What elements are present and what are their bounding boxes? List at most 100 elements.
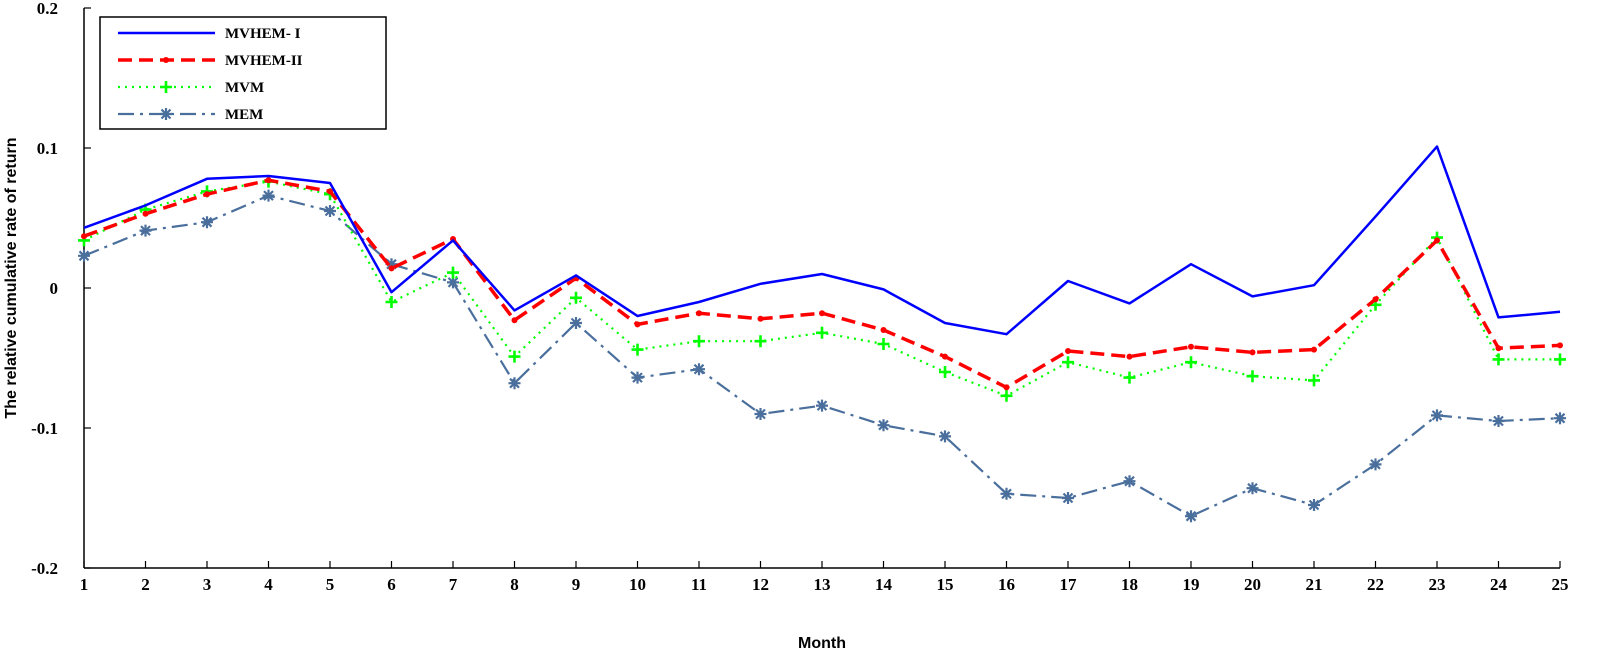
data-point xyxy=(265,177,272,184)
data-point xyxy=(1188,343,1194,350)
data-point xyxy=(631,371,644,384)
data-point xyxy=(696,310,702,317)
series-3 xyxy=(78,175,1566,402)
data-point xyxy=(385,258,398,271)
legend: MVHEM- I MVHEM-II MVM MEM xyxy=(99,16,387,130)
series-line xyxy=(83,178,1561,390)
data-point xyxy=(139,224,152,237)
x-tick-label: 24 xyxy=(1490,575,1508,594)
x-tick-label: 7 xyxy=(449,575,458,594)
data-point xyxy=(634,321,641,328)
x-tick-label: 16 xyxy=(998,575,1015,594)
data-point xyxy=(1492,415,1505,427)
data-point xyxy=(447,266,459,279)
data-point xyxy=(1492,353,1505,366)
data-point xyxy=(447,276,459,289)
data-point xyxy=(816,399,828,412)
data-point xyxy=(880,327,887,333)
x-tick-label: 6 xyxy=(387,575,396,594)
data-point xyxy=(160,81,172,93)
x-tick-label: 22 xyxy=(1367,575,1384,594)
data-point xyxy=(1495,345,1502,352)
x-tick-label: 2 xyxy=(141,575,150,594)
data-point xyxy=(262,189,275,202)
x-tick-label: 12 xyxy=(752,575,769,594)
legend-box xyxy=(99,16,387,130)
data-point xyxy=(939,430,951,443)
data-point xyxy=(1000,389,1013,402)
data-point xyxy=(877,338,890,350)
data-point xyxy=(877,419,890,432)
x-tick-label: 14 xyxy=(875,575,893,594)
x-tick-label: 21 xyxy=(1306,575,1323,594)
x-tick-label: 1 xyxy=(80,575,89,594)
data-point xyxy=(385,296,398,308)
legend-label: MVHEM- I xyxy=(225,26,301,42)
x-tick-label: 3 xyxy=(203,575,212,594)
x-tick-label: 10 xyxy=(629,575,646,594)
data-point xyxy=(1557,342,1563,349)
data-point xyxy=(1311,346,1317,353)
data-point xyxy=(816,326,828,339)
data-point xyxy=(942,353,948,360)
x-tick-label: 23 xyxy=(1429,575,1446,594)
data-point xyxy=(1126,353,1133,360)
x-tick-label: 25 xyxy=(1552,575,1569,594)
data-point xyxy=(1372,296,1379,303)
data-point xyxy=(1003,384,1010,391)
x-tick-label: 19 xyxy=(1183,575,1200,594)
data-point xyxy=(1554,412,1566,425)
data-point xyxy=(1369,458,1382,471)
data-point xyxy=(631,343,644,356)
data-point xyxy=(204,191,210,198)
series-4 xyxy=(78,189,1566,523)
x-tick-label: 4 xyxy=(264,575,273,594)
data-point xyxy=(1000,487,1013,500)
data-point xyxy=(388,265,395,272)
data-point xyxy=(1246,370,1259,383)
data-point xyxy=(163,57,169,63)
data-point xyxy=(570,317,582,329)
series-line xyxy=(83,194,1561,518)
y-axis-title: The relative cumulative rate of return xyxy=(3,138,20,419)
data-point xyxy=(693,363,705,376)
data-point xyxy=(693,335,705,348)
x-tick-label: 20 xyxy=(1244,575,1261,594)
y-tick-label: -0.1 xyxy=(31,419,58,438)
data-point xyxy=(1062,356,1074,369)
data-point xyxy=(1308,374,1320,387)
data-point xyxy=(1434,237,1440,244)
x-tick-label: 13 xyxy=(814,575,831,594)
data-point xyxy=(511,317,518,324)
x-tick-label: 8 xyxy=(510,575,519,594)
series-1 xyxy=(83,145,1561,336)
data-point xyxy=(757,315,764,322)
data-point xyxy=(754,335,767,348)
legend-label: MEM xyxy=(225,107,263,123)
data-point xyxy=(1123,475,1136,488)
data-point xyxy=(78,249,90,262)
data-point xyxy=(1308,499,1320,511)
ticks-layer: 1 2 3 4 5 6 7 8 9 10 11 12 13 14 15 16 17 18 19 20 21 22 23 24 2… xyxy=(31,0,1568,594)
data-point xyxy=(160,108,172,120)
legend-label: MVM xyxy=(225,80,264,96)
data-point xyxy=(508,377,521,390)
series-line xyxy=(83,180,1560,397)
data-point xyxy=(570,291,582,304)
legend-label: MVHEM-II xyxy=(225,53,303,69)
x-tick-label: 11 xyxy=(691,575,707,594)
y-tick-label: -0.2 xyxy=(31,559,58,578)
data-point xyxy=(327,188,333,195)
data-point xyxy=(1185,510,1197,523)
data-point xyxy=(142,210,149,217)
y-tick-label: 0.1 xyxy=(37,139,58,158)
data-point xyxy=(1246,482,1259,495)
data-point xyxy=(1062,492,1074,504)
data-point xyxy=(1185,356,1197,369)
series-2 xyxy=(81,177,1563,391)
data-point xyxy=(81,233,87,240)
y-tick-label: 0 xyxy=(50,279,59,298)
data-point xyxy=(1065,348,1071,354)
x-tick-label: 9 xyxy=(572,575,581,594)
